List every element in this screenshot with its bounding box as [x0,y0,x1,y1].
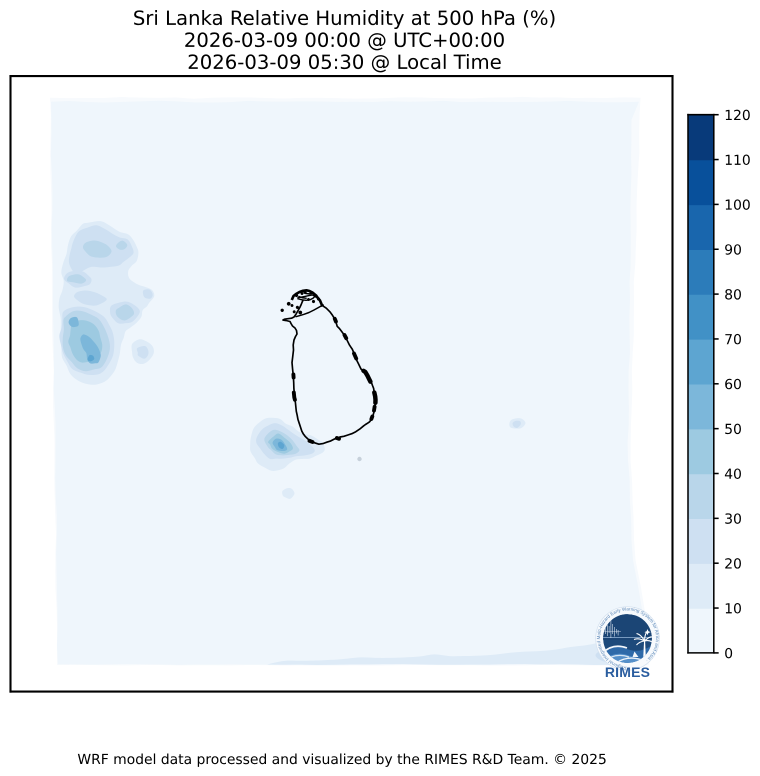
svg-text:RIMES: RIMES [605,664,650,680]
